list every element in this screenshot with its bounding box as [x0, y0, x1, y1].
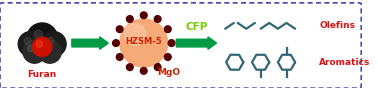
Circle shape: [36, 41, 43, 47]
Circle shape: [27, 23, 57, 54]
FancyArrow shape: [72, 37, 108, 49]
Circle shape: [116, 54, 123, 60]
Circle shape: [127, 16, 133, 22]
Circle shape: [47, 37, 54, 44]
FancyBboxPatch shape: [0, 3, 361, 88]
Circle shape: [127, 64, 133, 70]
Circle shape: [41, 32, 66, 57]
Circle shape: [43, 45, 50, 52]
Circle shape: [38, 40, 61, 63]
Circle shape: [34, 30, 43, 39]
Circle shape: [28, 45, 34, 52]
Circle shape: [140, 68, 147, 74]
Circle shape: [120, 19, 168, 67]
FancyArrow shape: [176, 37, 217, 49]
Text: CFP: CFP: [185, 22, 208, 32]
Circle shape: [23, 40, 46, 63]
Circle shape: [113, 40, 119, 46]
Circle shape: [154, 64, 161, 70]
Text: HZSM-5: HZSM-5: [125, 37, 162, 46]
Circle shape: [116, 26, 123, 33]
Circle shape: [18, 32, 43, 57]
Text: Furan: Furan: [28, 70, 57, 79]
Circle shape: [124, 24, 146, 45]
Circle shape: [154, 16, 161, 22]
Circle shape: [168, 40, 175, 46]
Text: MgO: MgO: [157, 68, 180, 77]
Circle shape: [33, 37, 52, 57]
Text: Aromatics: Aromatics: [319, 58, 370, 67]
Circle shape: [24, 37, 31, 44]
Text: Olefins: Olefins: [319, 21, 355, 30]
Circle shape: [164, 54, 171, 60]
Circle shape: [140, 12, 147, 19]
Circle shape: [164, 26, 171, 33]
